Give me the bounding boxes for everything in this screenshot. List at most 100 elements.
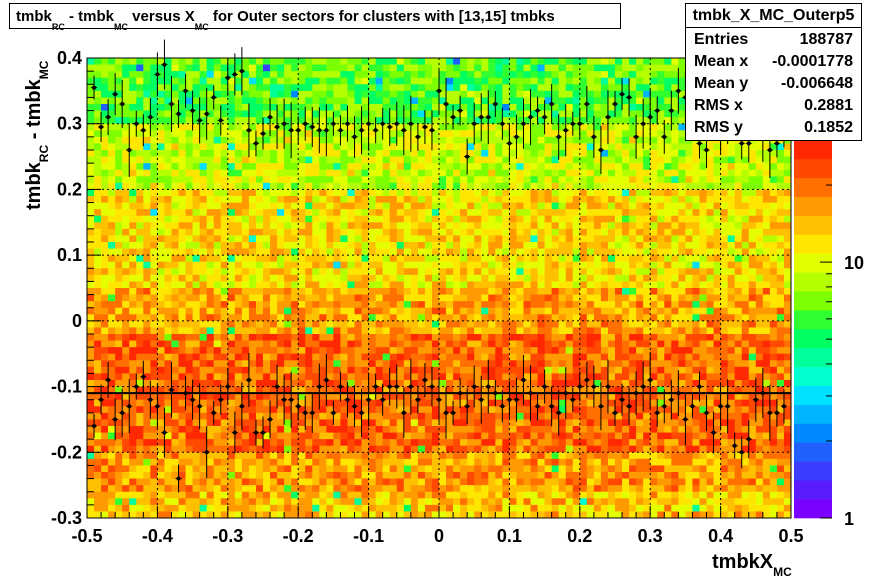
heatmap-cell <box>446 150 454 157</box>
heatmap-cell <box>396 130 405 138</box>
heatmap-cell <box>87 64 95 72</box>
heatmap-cell <box>143 123 151 131</box>
heatmap-cell <box>305 248 313 256</box>
heatmap-cell <box>657 71 665 79</box>
heatmap-cell <box>164 360 172 368</box>
heatmap-cell <box>453 196 461 203</box>
heatmap-cell <box>572 176 581 184</box>
heatmap-cell <box>354 143 362 151</box>
heatmap-cell <box>678 196 686 203</box>
heatmap-cell <box>192 301 201 309</box>
heatmap-cell <box>664 340 672 348</box>
heatmap-cell <box>439 196 447 203</box>
heatmap-cell <box>255 123 264 131</box>
heatmap-cell <box>263 77 271 85</box>
heatmap-cell <box>333 123 341 131</box>
heatmap-cell <box>199 301 208 309</box>
heatmap-cell <box>727 281 736 289</box>
heatmap-cell <box>241 169 250 177</box>
heatmap-cell <box>446 340 454 348</box>
heatmap-cell <box>650 169 658 177</box>
heatmap-cell <box>368 288 377 295</box>
heatmap-cell <box>368 97 377 105</box>
heatmap-cell <box>277 196 285 203</box>
heatmap-cell <box>706 340 714 348</box>
heatmap-cell <box>375 288 384 295</box>
heatmap-cell <box>615 235 623 243</box>
heatmap-cell <box>460 255 468 263</box>
heatmap-cell <box>389 347 398 355</box>
heatmap-cell <box>713 222 721 230</box>
heatmap-cell <box>615 274 623 282</box>
heatmap-cell <box>453 288 461 295</box>
heatmap-cell <box>678 320 686 328</box>
heatmap-cell <box>650 163 658 171</box>
heatmap-cell <box>579 242 588 249</box>
heatmap-cell <box>643 353 651 361</box>
heatmap-cell <box>551 163 560 171</box>
heatmap-cell <box>143 182 151 190</box>
heatmap-cell <box>431 176 440 184</box>
heatmap-cell <box>255 228 264 236</box>
heatmap-cell <box>643 255 651 263</box>
heatmap-cell <box>248 58 257 65</box>
heatmap-cell <box>615 150 623 157</box>
heatmap-cell <box>453 274 461 282</box>
heatmap-cell <box>284 360 292 368</box>
heatmap-cell <box>544 334 553 341</box>
heatmap-cell <box>312 327 320 335</box>
heatmap-cell <box>291 242 299 249</box>
heatmap-cell <box>382 274 391 282</box>
heatmap-cell <box>593 268 602 276</box>
heatmap-cell <box>248 320 257 328</box>
heatmap-cell <box>769 373 778 381</box>
heatmap-cell <box>241 314 250 322</box>
heatmap-cell <box>657 202 665 210</box>
heatmap-cell <box>424 136 433 144</box>
heatmap-cell <box>481 255 489 263</box>
heatmap-cell <box>692 340 700 348</box>
heatmap-cell <box>713 150 721 157</box>
heatmap-cell <box>460 196 468 203</box>
heatmap-cell <box>530 130 538 138</box>
heatmap-cell <box>446 189 454 197</box>
heatmap-cell <box>417 340 426 348</box>
heatmap-cell <box>424 215 433 223</box>
heatmap-cell <box>389 373 398 381</box>
heatmap-cell <box>396 347 405 355</box>
heatmap-cell <box>382 182 391 190</box>
heatmap-cell <box>136 189 144 197</box>
heatmap-cell <box>255 156 264 164</box>
heatmap-cell <box>277 64 285 72</box>
heatmap-cell <box>220 294 229 302</box>
heatmap-cell <box>755 380 764 387</box>
heatmap-cell <box>248 143 257 151</box>
heatmap-cell <box>643 242 651 249</box>
heatmap-cell <box>255 90 264 98</box>
heatmap-cell <box>530 288 538 295</box>
heatmap-cell <box>692 150 700 157</box>
heatmap-cell <box>495 110 503 118</box>
heatmap-cell <box>622 268 630 276</box>
heatmap-cell <box>213 150 222 157</box>
heatmap-cell <box>361 242 369 249</box>
heatmap-cell <box>488 268 496 276</box>
heatmap-cell <box>206 90 215 98</box>
heatmap-cell <box>643 64 651 72</box>
heatmap-cell <box>403 110 412 118</box>
heatmap-cell <box>446 84 454 92</box>
heatmap-cell <box>748 301 757 309</box>
heatmap-cell <box>241 104 250 111</box>
heatmap-cell <box>150 255 158 263</box>
heatmap-cell <box>375 380 384 387</box>
heatmap-cell <box>199 209 208 217</box>
heatmap-cell <box>396 110 405 118</box>
heatmap-cell <box>213 268 222 276</box>
heatmap-cell <box>615 110 623 118</box>
heatmap-cell <box>516 84 524 92</box>
heatmap-cell <box>657 242 665 249</box>
heatmap-cell <box>783 242 792 249</box>
heatmap-cell <box>389 314 398 322</box>
heatmap-cell <box>593 110 602 118</box>
heatmap-cell <box>664 353 672 361</box>
